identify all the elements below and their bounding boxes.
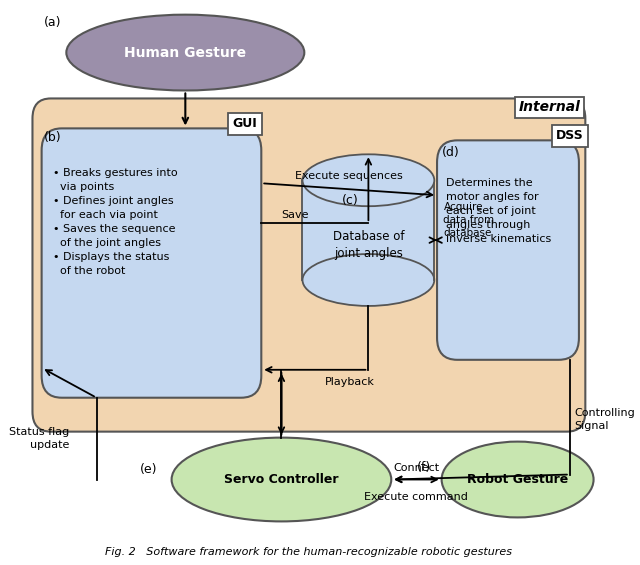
Text: (b): (b) — [44, 131, 61, 144]
Text: (c): (c) — [342, 194, 358, 207]
FancyBboxPatch shape — [42, 128, 261, 398]
FancyBboxPatch shape — [437, 140, 579, 360]
Text: (e): (e) — [140, 463, 158, 476]
Text: Servo Controller: Servo Controller — [224, 473, 339, 486]
Ellipse shape — [67, 15, 305, 90]
Text: Connect: Connect — [393, 463, 439, 472]
Text: Determines the
motor angles for
each set of joint
angles through
inverse kinemat: Determines the motor angles for each set… — [446, 178, 552, 244]
Ellipse shape — [172, 438, 391, 521]
Ellipse shape — [303, 254, 435, 306]
Text: Status flag
update: Status flag update — [9, 427, 69, 450]
Text: (a): (a) — [44, 16, 61, 29]
Text: Internal: Internal — [519, 101, 580, 115]
Text: DSS: DSS — [556, 129, 584, 142]
Text: Human Gesture: Human Gesture — [124, 46, 246, 59]
Text: (d): (d) — [442, 146, 460, 159]
Text: Save: Save — [282, 210, 309, 220]
Text: Fig. 2   Software framework for the human-recognizable robotic gestures: Fig. 2 Software framework for the human-… — [106, 547, 513, 557]
Polygon shape — [303, 180, 435, 280]
Text: Acquire
data from
database: Acquire data from database — [444, 202, 495, 238]
Text: Playback: Playback — [325, 377, 375, 387]
Text: Controlling
Signal: Controlling Signal — [574, 408, 635, 431]
Ellipse shape — [303, 154, 435, 206]
FancyBboxPatch shape — [33, 98, 586, 432]
Text: Robot Gesture: Robot Gesture — [467, 473, 568, 486]
Text: Execute command: Execute command — [364, 493, 468, 502]
Text: • Breaks gestures into
  via points
• Defines joint angles
  for each via point
: • Breaks gestures into via points • Defi… — [52, 168, 177, 276]
Text: (f): (f) — [417, 461, 431, 474]
Ellipse shape — [442, 442, 593, 518]
Text: Database of
joint angles: Database of joint angles — [333, 231, 404, 260]
Text: Execute sequences: Execute sequences — [295, 171, 403, 181]
Text: GUI: GUI — [232, 118, 257, 131]
